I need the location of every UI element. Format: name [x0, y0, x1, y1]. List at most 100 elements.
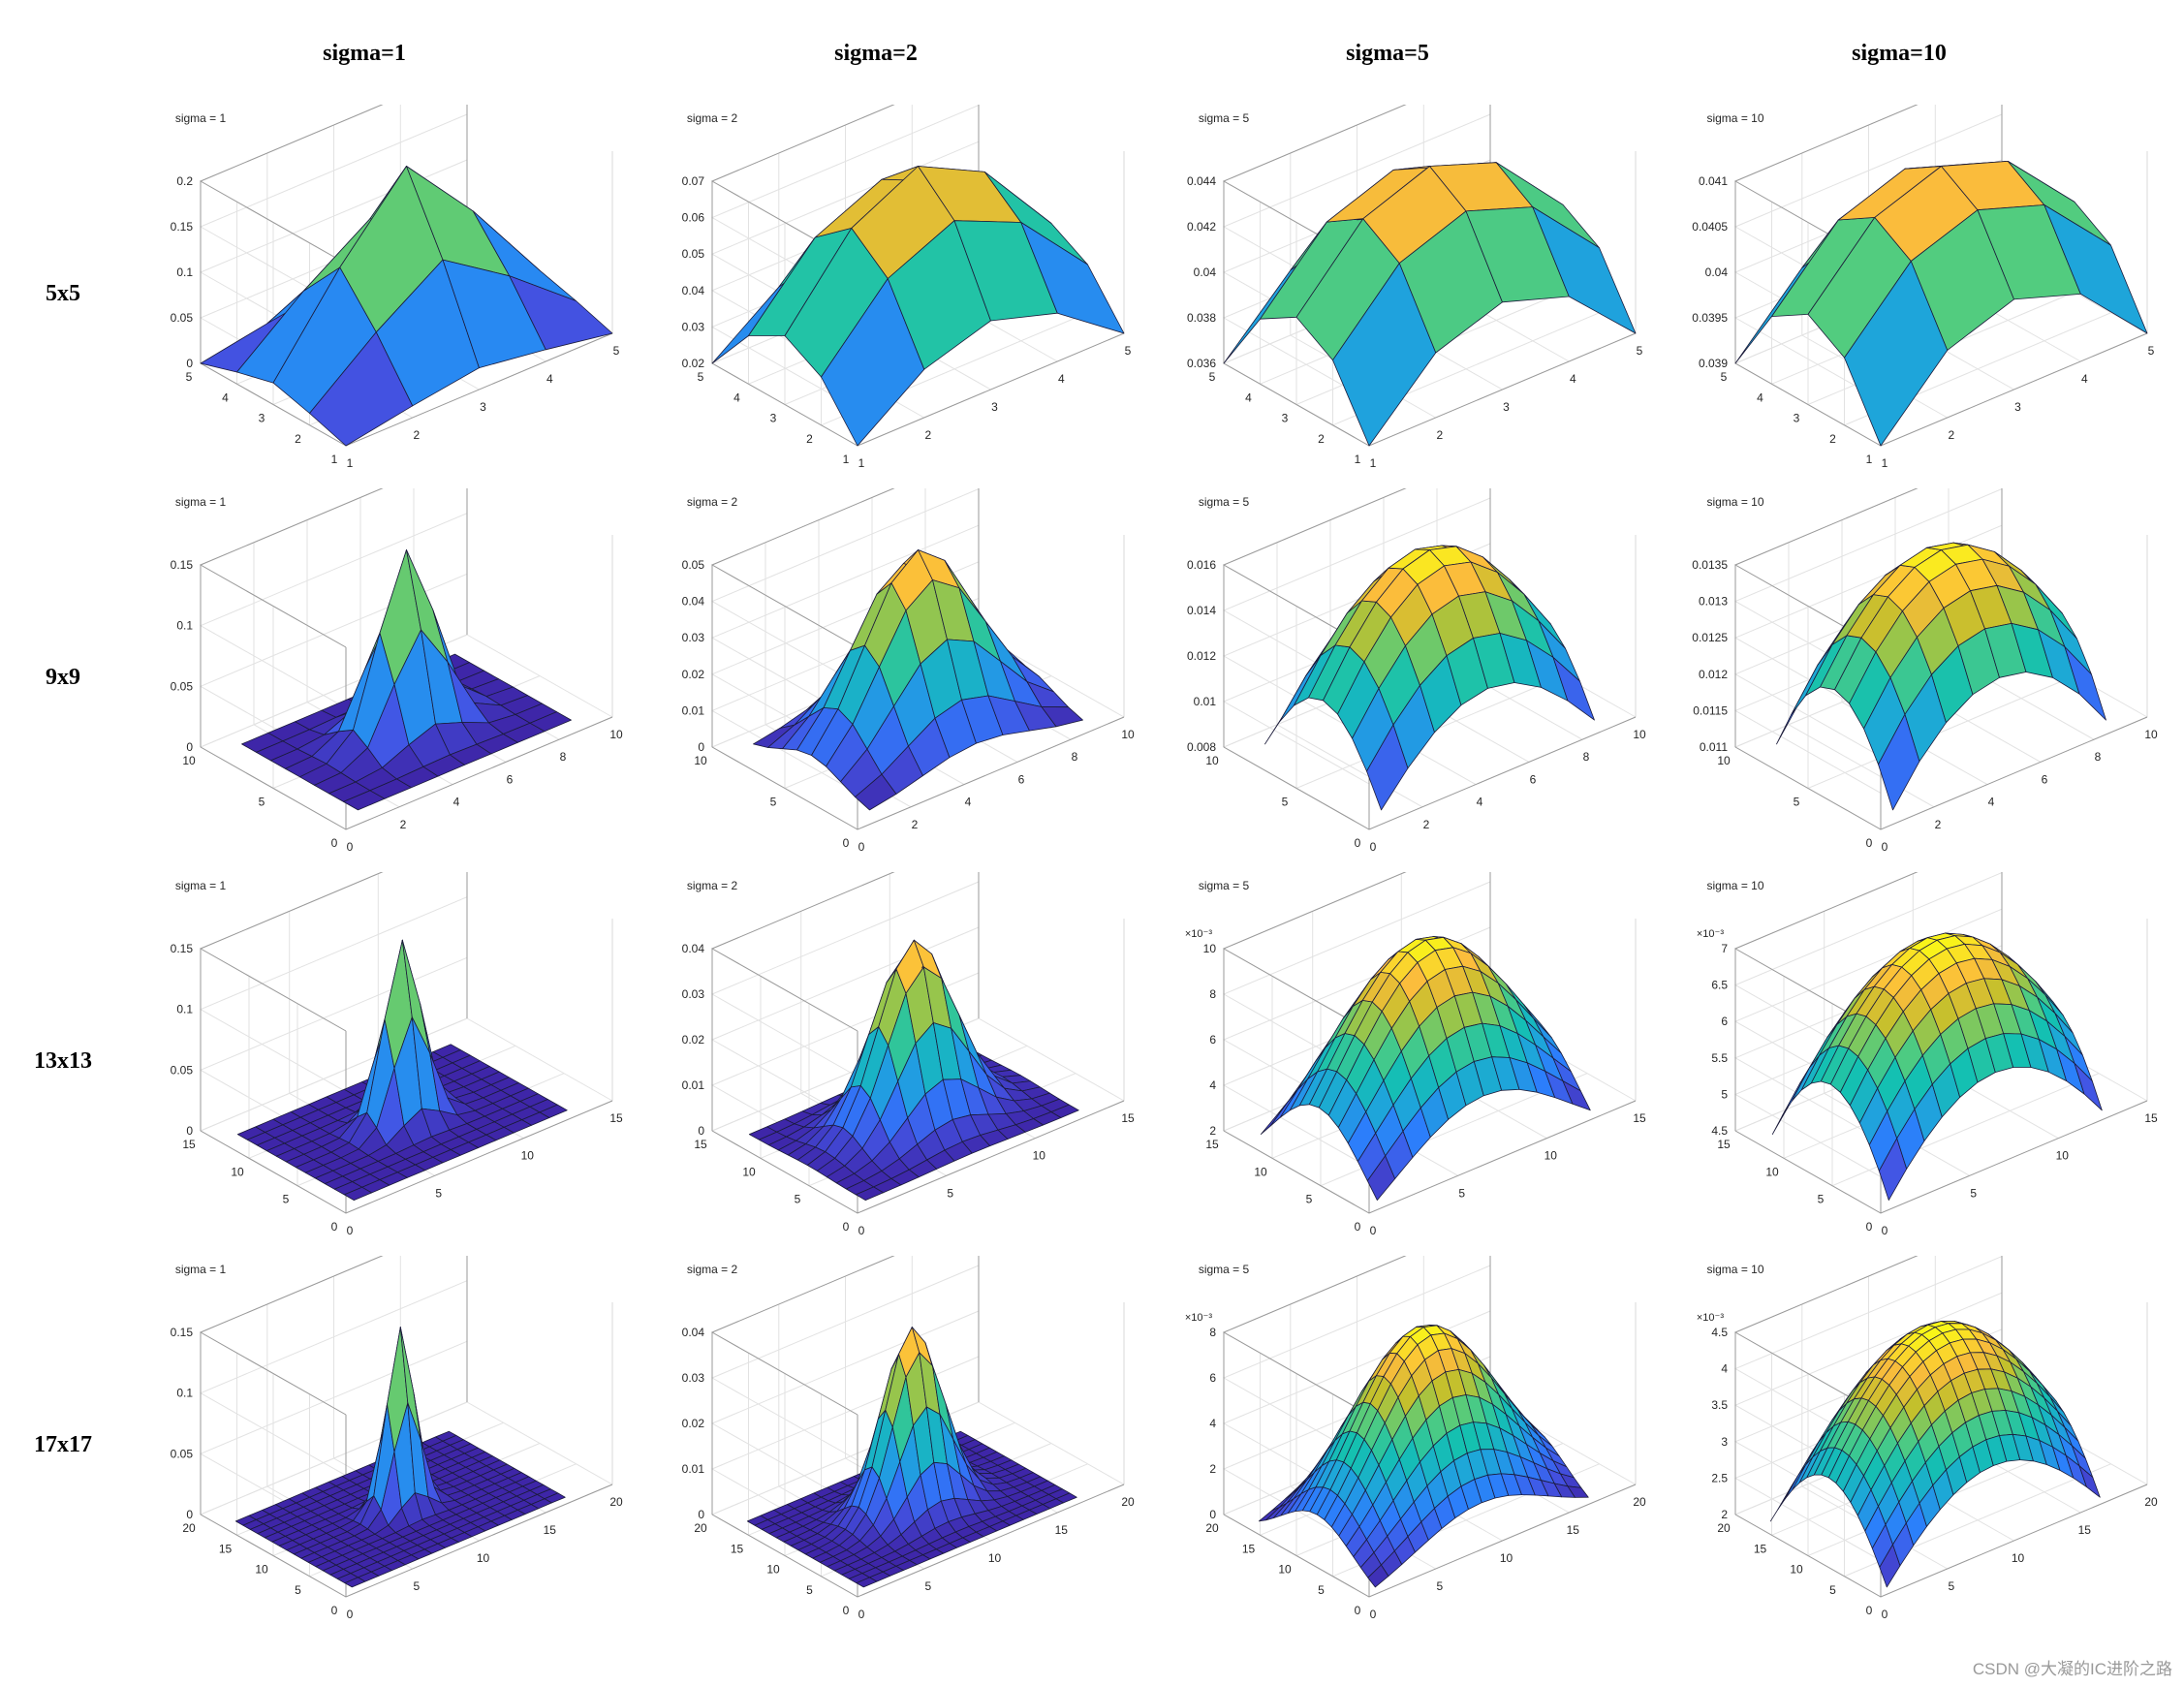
surface-mesh: [1258, 1325, 1589, 1588]
z-tick-label: 8: [1209, 1326, 1216, 1339]
y-tick-label: 15: [219, 1542, 233, 1555]
z-tick-label: 0.013: [1699, 595, 1728, 609]
surface-svg: 0.02 0.03 0.04 0.05 0.06 0.07 1 2 3 4 5 1 2 3 4 5 sigma …: [682, 105, 1132, 470]
x-tick-label: 15: [2144, 1111, 2158, 1125]
x-tick-label: 15: [1633, 1111, 1646, 1125]
y-tick-label: 5: [1209, 370, 1216, 384]
y-tick-label: 5: [1318, 1583, 1325, 1597]
x-tick-label: 20: [609, 1495, 623, 1509]
z-tick-label: 7: [1721, 942, 1728, 955]
row-header-17x17: 17x17: [34, 1432, 92, 1457]
y-tick-label: 5: [1282, 796, 1289, 809]
surface-mesh: [1734, 161, 2148, 447]
z-tick-label: 0.011: [1700, 740, 1728, 754]
x-tick-label: 20: [1121, 1495, 1135, 1509]
y-tick-label: 5: [283, 1193, 290, 1206]
axes-box: [199, 488, 613, 830]
z-tick-label: 10: [1203, 942, 1217, 955]
z-tick-label: 0.05: [171, 311, 194, 325]
surface-mesh: [1771, 932, 2103, 1202]
x-tick-label: 3: [2014, 400, 2021, 414]
surface-plot-9x9-sigma-1: 0 0.05 0.1 0.15 0 2 4 6 8 10 0 5 10 sigma = 1: [107, 488, 630, 866]
z-tick-label: 4.5: [1711, 1326, 1728, 1339]
z-tick-label: 3.5: [1711, 1398, 1728, 1412]
column-header-sigma-2: sigma=2: [834, 41, 918, 66]
column-header-sigma-10: sigma=10: [1852, 41, 1947, 66]
z-tick-label: 0.012: [1699, 668, 1728, 681]
surface-mesh: [200, 166, 613, 447]
y-tick-label: 20: [694, 1521, 707, 1535]
z-tick-label: 0.012: [1187, 649, 1216, 663]
z-tick-label: 0.038: [1187, 311, 1216, 325]
x-tick-label: 5: [924, 1579, 931, 1593]
x-tick-label: 1: [347, 456, 354, 470]
surface-svg: 0 0.05 0.1 0.15 0.2 1 2 3 4 5 1 2 3 4 5 sigma = 1: [171, 105, 620, 470]
surface-mesh: [1264, 545, 1595, 811]
x-tick-label: 0: [858, 840, 865, 854]
z-tick-label: 0: [1209, 1508, 1216, 1521]
panel-title: sigma = 1: [175, 111, 227, 125]
z-tick-label: 0.15: [171, 558, 194, 572]
z-tick-label: 0.0405: [1692, 220, 1728, 234]
z-tick-label: 0.042: [1187, 220, 1216, 234]
y-tick-label: 0: [331, 836, 338, 850]
z-tick-label: 0.01: [682, 1462, 705, 1476]
y-tick-label: 1: [843, 453, 850, 466]
x-tick-label: 15: [1055, 1523, 1069, 1537]
x-tick-label: 6: [507, 772, 514, 786]
y-tick-label: 0: [843, 1604, 850, 1617]
z-tick-label: 6: [1209, 1371, 1216, 1385]
x-tick-label: 8: [2095, 750, 2102, 764]
y-tick-label: 2: [806, 432, 813, 446]
y-tick-label: 5: [1818, 1193, 1825, 1206]
z-tick-label: 2.5: [1711, 1471, 1728, 1484]
z-tick-label: 0.041: [1699, 174, 1728, 188]
z-tick-label: 0.02: [682, 1417, 705, 1430]
surface-face: [2044, 204, 2148, 334]
panel-title: sigma = 10: [1706, 111, 1763, 125]
z-tick-label: 0.1: [176, 619, 193, 633]
z-tick-label: 0.03: [682, 320, 705, 333]
x-tick-label: 6: [1018, 772, 1025, 786]
z-tick-label: 5: [1721, 1087, 1728, 1101]
row-header-13x13: 13x13: [34, 1048, 92, 1074]
z-tick-label: 0: [186, 1508, 193, 1521]
z-tick-label: 0: [186, 740, 193, 754]
surface-plot-5x5-sigma-10: 0.039 0.0395 0.04 0.0405 0.041 1 2 3 4 5 1 2 3 4 5 sigm…: [1641, 105, 2165, 483]
x-tick-label: 1: [1882, 456, 1888, 470]
x-tick-label: 0: [347, 1608, 354, 1621]
x-tick-label: 4: [1058, 372, 1065, 386]
y-tick-label: 1: [1355, 453, 1361, 466]
surface-face: [2064, 646, 2106, 721]
z-exponent-label: ×10⁻³: [1185, 1312, 1212, 1324]
y-tick-label: 4: [1757, 391, 1763, 404]
axes-box: [710, 1256, 1125, 1598]
x-tick-label: 0: [1882, 1608, 1888, 1621]
x-tick-label: 5: [1436, 1579, 1443, 1593]
y-tick-label: 2: [1318, 432, 1325, 446]
surface-svg: 0.036 0.038 0.04 0.042 0.044 1 2 3 4 5 1 2 3 4 5 sigma …: [1187, 105, 1643, 470]
y-tick-label: 15: [1205, 1138, 1219, 1151]
surface-mesh: [1776, 542, 2106, 811]
x-gridline: [466, 1256, 613, 1485]
z-tick-label: 0.04: [682, 942, 705, 955]
y-tick-label: 1: [1866, 453, 1873, 466]
x-tick-label: 5: [1970, 1186, 1977, 1200]
z-tick-label: 2: [1209, 1124, 1216, 1138]
panel-title: sigma = 2: [687, 495, 738, 509]
y-tick-label: 0: [1355, 836, 1361, 850]
surface-svg: 0.011 0.0115 0.012 0.0125 0.013 0.0135 0 2 4 6 8 10…: [1692, 488, 2158, 854]
z-tick-label: 0.04: [682, 595, 705, 609]
y-tick-label: 10: [255, 1563, 268, 1577]
surface-mesh: [746, 1327, 1077, 1588]
panel-title: sigma = 5: [1199, 1263, 1250, 1276]
z-tick-label: 2: [1209, 1462, 1216, 1476]
z-tick-label: 0.014: [1187, 604, 1216, 617]
panel-title: sigma = 2: [687, 879, 738, 892]
y-tick-label: 0: [331, 1220, 338, 1234]
surface-face: [1552, 656, 1595, 721]
panel-title: sigma = 2: [687, 111, 738, 125]
